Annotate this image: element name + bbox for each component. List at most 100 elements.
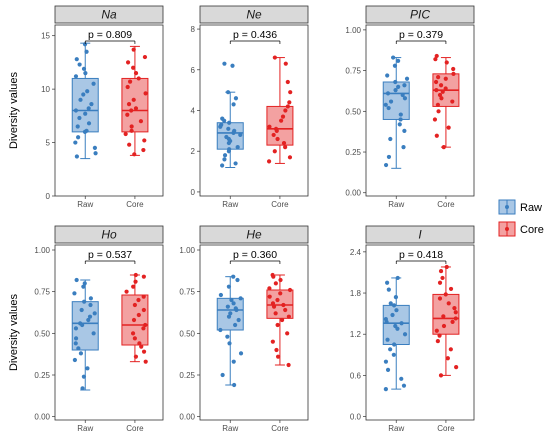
data-point [287, 155, 293, 160]
data-point [436, 109, 441, 114]
y-tick-label: 0.0 [350, 413, 362, 422]
data-point [133, 272, 138, 278]
data-point [132, 302, 137, 308]
data-point [383, 359, 389, 364]
box-core [121, 272, 149, 364]
box-raw [382, 275, 410, 392]
y-tick-label: 0.75 [179, 288, 195, 297]
data-point [452, 306, 457, 311]
data-point [434, 53, 439, 59]
y-tick-label: 0.50 [179, 329, 195, 338]
data-point [434, 328, 439, 333]
data-point [384, 319, 389, 324]
data-point [76, 346, 81, 351]
data-point [385, 73, 390, 78]
strip-header [54, 225, 164, 244]
data-point [392, 342, 397, 347]
strip-title: I [418, 228, 422, 242]
data-point [238, 296, 243, 301]
data-point [125, 60, 131, 65]
data-point [141, 274, 146, 279]
legend-label: Raw [520, 202, 542, 214]
y-tick-label: 0.00 [34, 413, 50, 422]
y-tick-label: 10 [41, 85, 50, 94]
data-point [238, 351, 244, 356]
data-point [432, 117, 438, 122]
panel-he: He 0.00 0.25 0.50 0.75 1.00 Raw Core p = 0.360 [179, 225, 309, 433]
data-point [278, 291, 283, 296]
data-point [393, 79, 398, 85]
box-raw [216, 274, 244, 388]
data-point [81, 374, 87, 379]
data-point [451, 66, 456, 72]
data-point [138, 119, 144, 124]
data-point [388, 99, 394, 104]
y-tick-label: 1.00 [345, 26, 361, 35]
data-point [287, 287, 293, 293]
data-point [133, 106, 139, 111]
data-point [438, 83, 444, 88]
x-tick-label: Core [271, 424, 289, 433]
data-point [453, 316, 458, 321]
box-core [121, 45, 149, 157]
data-point [396, 58, 401, 63]
data-point [234, 307, 239, 313]
data-point [91, 331, 96, 336]
data-point [132, 336, 137, 341]
data-point [141, 326, 146, 331]
box-raw [71, 42, 99, 160]
panel-border [365, 24, 475, 197]
data-point [131, 47, 136, 52]
data-point [129, 108, 134, 113]
legend-key-point [505, 227, 509, 231]
data-point [402, 332, 408, 337]
data-point [281, 140, 287, 146]
data-point [143, 322, 148, 328]
data-point [131, 284, 136, 289]
data-point [131, 97, 136, 102]
data-point [222, 61, 227, 66]
data-point [388, 301, 393, 306]
strip-header [199, 5, 309, 24]
box-raw [71, 277, 99, 391]
data-point [79, 307, 84, 313]
data-point [391, 303, 397, 308]
data-point [441, 314, 446, 319]
data-point [142, 54, 148, 60]
data-point [386, 154, 392, 160]
x-tick-label: Raw [388, 200, 404, 209]
data-point [81, 66, 87, 71]
data-point [438, 268, 444, 274]
p-value: p = 0.379 [399, 29, 443, 41]
data-point [131, 65, 136, 70]
data-point [444, 264, 449, 270]
data-point [125, 84, 130, 90]
data-point [283, 307, 288, 313]
data-point [143, 91, 148, 96]
data-point [286, 314, 291, 319]
y-tick-label: 0.75 [345, 67, 361, 76]
panel-ho: Ho 0.00 0.25 0.50 0.75 1.00 Raw Core Diversity v… [8, 225, 164, 433]
box-raw [382, 55, 410, 169]
data-point [451, 71, 456, 76]
y-tick-label: 8 [191, 25, 196, 34]
data-point [443, 292, 448, 297]
data-point [436, 75, 441, 80]
data-point [285, 79, 290, 85]
data-point [136, 76, 141, 81]
x-tick-label: Core [126, 200, 144, 209]
y-tick-label: 1.00 [179, 246, 195, 255]
data-point [77, 115, 82, 121]
data-point [86, 121, 92, 126]
box-core [432, 53, 460, 150]
x-tick-label: Raw [77, 200, 93, 209]
y-tick-label: 0.6 [350, 371, 362, 380]
x-tick-label: Core [271, 200, 289, 209]
data-point [267, 294, 272, 299]
data-point [85, 366, 90, 371]
data-point [129, 124, 134, 129]
data-point [441, 145, 446, 150]
data-point [388, 347, 393, 352]
y-tick-label: 0.25 [34, 371, 50, 380]
data-point [386, 287, 391, 292]
